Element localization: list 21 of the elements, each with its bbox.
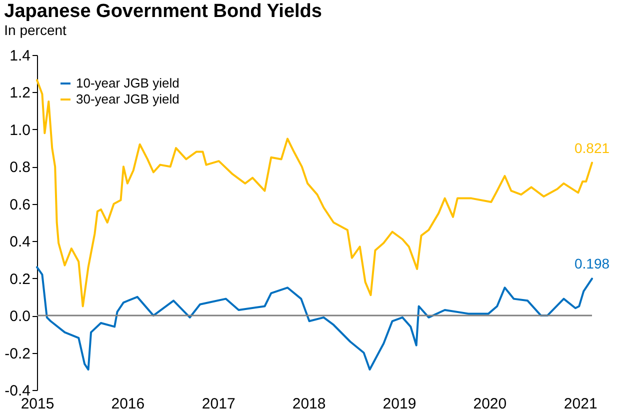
x-tick-label: 2017 <box>202 396 236 412</box>
chart-title: Japanese Government Bond Yields <box>4 1 322 22</box>
y-tick-label: 1.4 <box>10 48 30 64</box>
legend-label: 10-year JGB yield <box>76 76 180 90</box>
y-tick-label: 1.0 <box>10 122 30 139</box>
y-tick-label: 1.2 <box>10 84 30 102</box>
y-tick-label: 0.4 <box>10 234 30 251</box>
y-tick-label: -0.2 <box>4 345 30 362</box>
x-tick-label: 2018 <box>292 396 326 412</box>
chart-subtitle: In percent <box>4 22 67 38</box>
y-tick-label: 0.2 <box>10 270 30 288</box>
y-tick-label: 0.0 <box>10 308 30 326</box>
data-label: 0.821 <box>574 140 610 156</box>
y-tick-label: 0.8 <box>10 159 30 176</box>
x-tick-label: 2021 <box>564 396 598 412</box>
x-tick-label: 2019 <box>382 396 416 412</box>
data-label: 0.198 <box>574 256 610 272</box>
x-tick-label: 2016 <box>111 396 145 412</box>
y-tick-label: 0.6 <box>10 196 30 214</box>
x-tick-label: 2020 <box>473 396 507 412</box>
legend-label: 30-year JGB yield <box>76 92 180 106</box>
